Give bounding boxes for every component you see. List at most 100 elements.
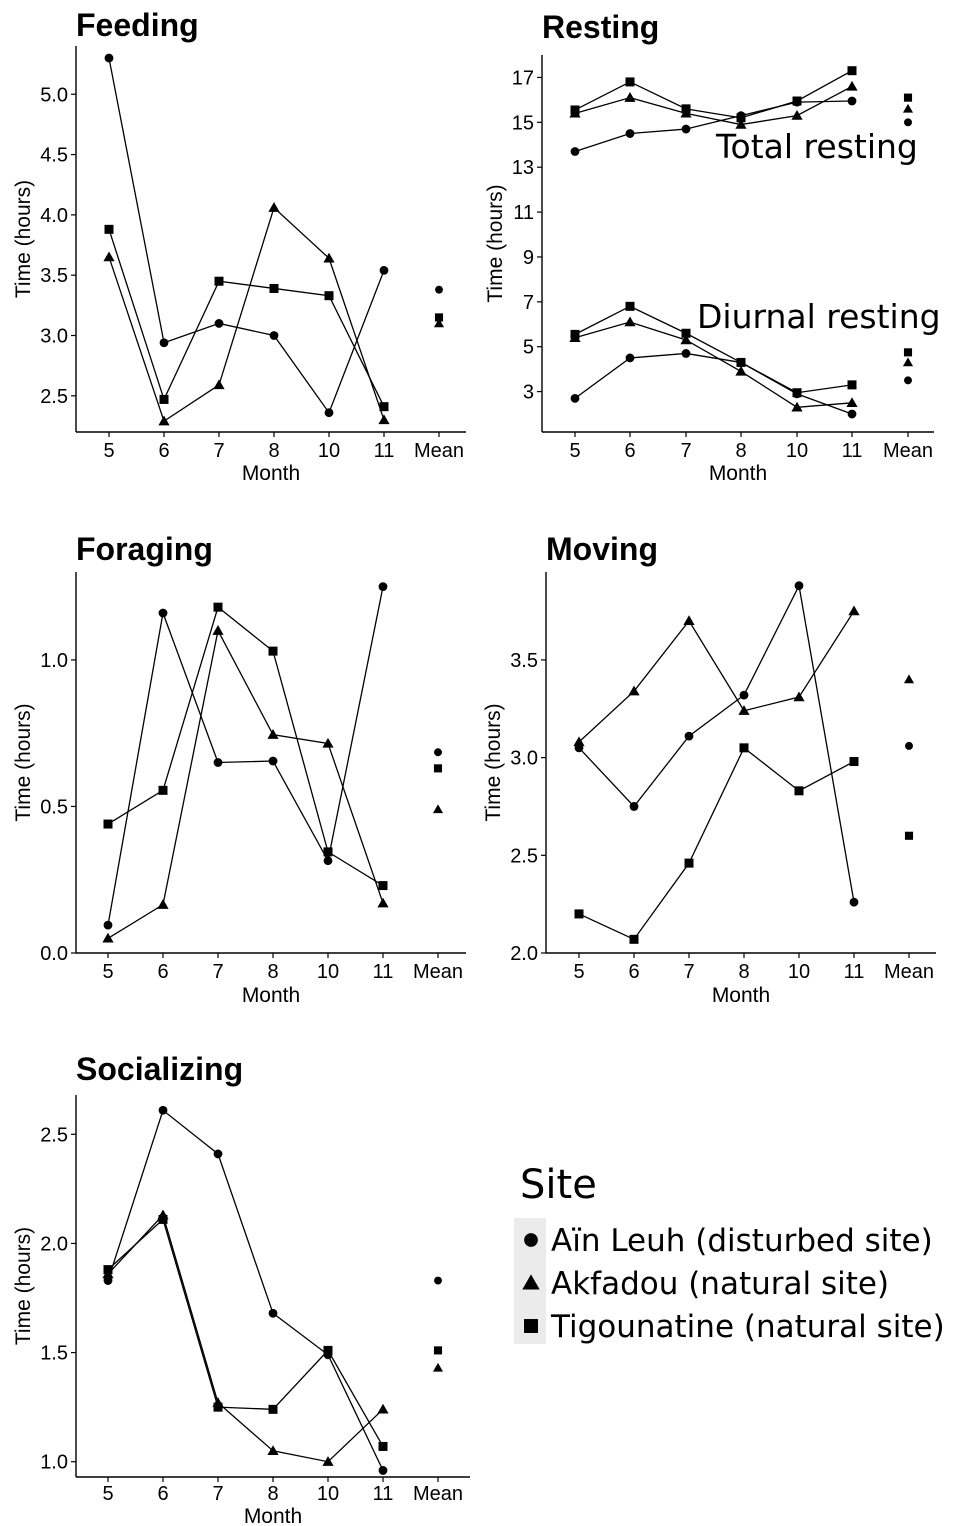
mean-point-circle [905, 741, 913, 750]
data-point-square [736, 357, 746, 367]
panel-title: Resting [542, 9, 659, 45]
x-tick-label: 5 [102, 1483, 113, 1505]
data-point-triangle [213, 379, 225, 390]
y-tick-label: 7 [523, 292, 534, 314]
series-triangle [103, 202, 445, 426]
data-point-circle [379, 265, 389, 275]
annotation-diurnal-resting: Diurnal resting [697, 297, 941, 336]
y-tick-label: 1.5 [40, 1343, 68, 1365]
panel-title: Socializing [76, 1051, 243, 1087]
y-axis-title: Time (hours) [12, 180, 35, 298]
data-point-circle [847, 409, 857, 419]
panel-title: Moving [546, 531, 658, 567]
data-point-square [681, 328, 691, 338]
data-point-triangle [848, 605, 860, 616]
data-point-square [103, 1265, 113, 1275]
data-point-circle [739, 690, 749, 700]
y-tick-label: 17 [512, 67, 534, 89]
y-tick-label: 4.0 [40, 205, 68, 227]
data-point-circle [570, 393, 580, 403]
y-tick-label: 3.0 [510, 748, 538, 770]
mean-point-square [434, 313, 444, 322]
data-point-square [570, 329, 580, 339]
data-point-square [324, 291, 334, 301]
series-line [574, 321, 853, 408]
data-point-square [625, 301, 635, 311]
series-line [108, 57, 385, 415]
y-tick-label: 4.5 [40, 145, 68, 167]
x-tick-label: 10 [788, 961, 810, 983]
data-point-triangle [378, 414, 390, 425]
x-tick-label: 6 [624, 440, 635, 462]
data-point-square [574, 909, 584, 919]
data-point-square [684, 858, 694, 868]
x-tick-label: 6 [628, 961, 639, 983]
data-point-square [792, 388, 802, 398]
series-line [574, 100, 853, 153]
data-point-triangle [683, 615, 695, 626]
data-point-triangle [846, 397, 858, 408]
data-point-circle [159, 338, 169, 348]
x-tick-label: 8 [735, 440, 746, 462]
data-point-triangle [791, 109, 803, 120]
data-point-square [847, 66, 857, 76]
series-line [108, 206, 385, 423]
data-point-triangle [322, 1456, 334, 1466]
series-circle [103, 582, 442, 930]
data-point-triangle [103, 251, 115, 262]
data-point-circle [625, 353, 635, 363]
series-circle [574, 581, 913, 907]
data-point-square [158, 785, 168, 795]
data-point-circle [849, 897, 859, 907]
data-point-triangle [624, 92, 636, 102]
series-square [570, 301, 913, 398]
x-tick-label: 11 [842, 440, 863, 462]
data-point-circle [158, 608, 168, 618]
y-tick-label: 2.0 [40, 1233, 68, 1255]
mean-point-circle [434, 748, 442, 757]
series-triangle [102, 625, 444, 943]
data-point-triangle [846, 80, 858, 91]
data-point-triangle [267, 1445, 279, 1456]
data-point-square [629, 934, 639, 944]
y-axis-title: Time (hours) [484, 184, 507, 302]
data-point-circle [214, 319, 224, 328]
legend-item-label: Aïn Leuh (disturbed site) [551, 1223, 933, 1259]
data-point-circle [104, 53, 114, 63]
legend-key-triangle [522, 1274, 540, 1290]
y-tick-label: 11 [513, 202, 534, 224]
legend-key-circle [524, 1233, 538, 1247]
x-tick-label: 8 [267, 961, 278, 983]
panel-socializing: Socializing 1.0 1.5 2.0 2.5 5 6 7 8 10 11 Mean Month… [12, 1051, 470, 1526]
data-point-circle [324, 408, 334, 418]
mean-point-triangle [432, 804, 444, 814]
series-square [570, 66, 913, 123]
series-circle [103, 1105, 442, 1475]
data-point-circle [268, 1308, 278, 1318]
data-point-circle [681, 124, 691, 134]
data-point-square [213, 1402, 223, 1412]
data-point-circle [323, 856, 333, 866]
data-point-square [323, 847, 333, 857]
mean-point-square [904, 831, 914, 840]
data-point-square [379, 402, 389, 412]
data-point-triangle [322, 737, 334, 748]
data-point-circle [681, 349, 691, 358]
data-point-triangle [624, 316, 636, 327]
y-axis-title: Time (hours) [12, 1227, 35, 1345]
x-tick-label: 5 [103, 440, 114, 462]
series-line [574, 352, 853, 415]
data-point-square [794, 786, 804, 796]
mean-point-square [433, 764, 443, 773]
series-triangle [102, 1209, 444, 1466]
data-point-triangle [628, 685, 640, 696]
data-point-circle [625, 129, 635, 138]
data-point-triangle [323, 252, 335, 263]
x-tick-label: 10 [786, 440, 808, 462]
x-tick-label: 7 [683, 961, 694, 983]
data-point-square [269, 283, 279, 293]
data-point-triangle [738, 705, 750, 715]
data-point-triangle [735, 365, 747, 376]
panel-foraging: Foraging 0.0 0.5 1.0 5 6 7 8 10 11 Mean Month Time (… [12, 531, 466, 1007]
